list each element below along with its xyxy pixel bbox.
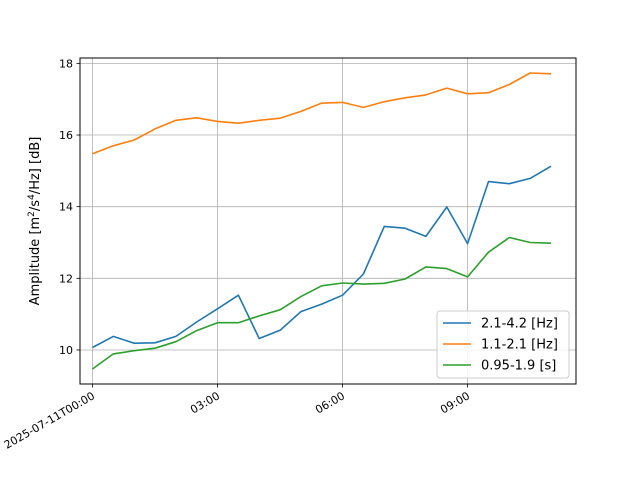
series-line-1 — [92, 165, 552, 349]
legend-box — [436, 310, 570, 379]
y-tick-label: 10 — [59, 344, 73, 357]
y-tick-label: 18 — [59, 57, 73, 70]
series-line-2 — [92, 72, 552, 155]
y-axis: 10 12 14 16 18 — [59, 57, 80, 357]
legend-label-3: 0.95-1.9 [s] — [481, 359, 556, 374]
plot-frame — [79, 57, 577, 385]
y-axis-label: Amplitude [m2/s4/Hz] [dB] — [27, 137, 43, 306]
legend-label-1: 2.1-4.2 [Hz] — [481, 317, 558, 332]
grid-lines — [80, 58, 576, 384]
legend: 2.1-4.2 [Hz] 1.1-2.1 [Hz] 0.95-1.9 [s] — [436, 310, 570, 379]
series-line-3 — [92, 236, 552, 370]
y-tick-label: 16 — [59, 129, 73, 142]
y-tick-label: 12 — [59, 272, 73, 285]
legend-label-2: 1.1-2.1 [Hz] — [481, 338, 558, 353]
series-layer — [92, 72, 552, 370]
y-tick-label: 14 — [59, 201, 73, 214]
